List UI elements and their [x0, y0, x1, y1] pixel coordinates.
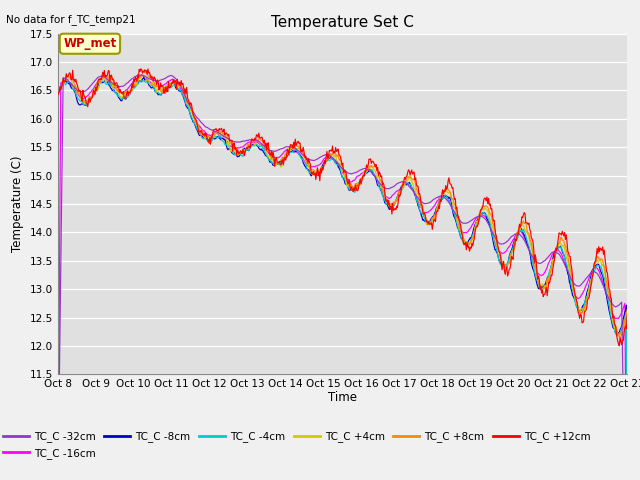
- TC_C +8cm: [64, 73, 72, 79]
- TC_C -8cm: [429, 213, 437, 219]
- Line: TC_C -32cm: TC_C -32cm: [58, 75, 627, 480]
- TC_C -4cm: [138, 78, 145, 84]
- TC_C -16cm: [138, 72, 146, 78]
- TC_C -4cm: [123, 95, 131, 101]
- TC_C -32cm: [123, 81, 131, 86]
- TC_C -16cm: [181, 95, 189, 101]
- TC_C +12cm: [616, 343, 623, 348]
- Text: No data for f_TC_temp21: No data for f_TC_temp21: [6, 14, 136, 25]
- TC_C -32cm: [211, 129, 219, 134]
- TC_C -16cm: [123, 87, 131, 93]
- TC_C -16cm: [429, 204, 437, 210]
- TC_C +8cm: [413, 186, 420, 192]
- Y-axis label: Temperature (C): Temperature (C): [11, 156, 24, 252]
- TC_C +4cm: [123, 90, 131, 96]
- TC_C +8cm: [140, 68, 148, 73]
- TC_C +12cm: [413, 182, 420, 188]
- TC_C -32cm: [64, 77, 72, 83]
- TC_C +12cm: [137, 66, 145, 72]
- TC_C +8cm: [429, 216, 437, 221]
- TC_C +12cm: [181, 86, 189, 92]
- TC_C +12cm: [64, 73, 72, 79]
- Legend: TC_C -32cm, TC_C -16cm, TC_C -8cm, TC_C -4cm, TC_C +4cm, TC_C +8cm, TC_C +12cm: TC_C -32cm, TC_C -16cm, TC_C -8cm, TC_C …: [0, 427, 595, 463]
- Text: WP_met: WP_met: [63, 37, 116, 50]
- TC_C +4cm: [623, 308, 631, 314]
- TC_C -8cm: [211, 136, 219, 142]
- X-axis label: Time: Time: [328, 391, 357, 404]
- TC_C -32cm: [137, 72, 145, 78]
- TC_C +8cm: [123, 92, 131, 98]
- TC_C -32cm: [429, 197, 437, 203]
- TC_C -8cm: [181, 99, 189, 105]
- Line: TC_C -16cm: TC_C -16cm: [58, 75, 627, 480]
- TC_C -8cm: [54, 402, 61, 408]
- TC_C +12cm: [211, 127, 219, 132]
- TC_C -16cm: [64, 79, 72, 85]
- TC_C +12cm: [54, 92, 61, 98]
- Line: TC_C +8cm: TC_C +8cm: [58, 71, 627, 480]
- TC_C -32cm: [181, 94, 189, 99]
- TC_C -4cm: [413, 197, 420, 203]
- TC_C -8cm: [413, 198, 420, 204]
- TC_C -16cm: [413, 195, 420, 201]
- TC_C -4cm: [211, 133, 219, 139]
- Line: TC_C +4cm: TC_C +4cm: [58, 75, 627, 480]
- Line: TC_C -8cm: TC_C -8cm: [58, 77, 627, 480]
- TC_C +4cm: [429, 216, 437, 221]
- TC_C +8cm: [181, 89, 189, 95]
- Line: TC_C -4cm: TC_C -4cm: [58, 81, 627, 480]
- TC_C +12cm: [623, 313, 631, 319]
- TC_C +4cm: [138, 72, 146, 78]
- TC_C -8cm: [64, 79, 72, 85]
- TC_C +12cm: [123, 91, 131, 96]
- TC_C -16cm: [211, 130, 219, 136]
- TC_C -4cm: [54, 403, 61, 408]
- TC_C +8cm: [623, 307, 631, 312]
- TC_C -8cm: [123, 95, 131, 101]
- TC_C +4cm: [211, 132, 219, 138]
- TC_C -4cm: [181, 98, 189, 104]
- TC_C -4cm: [64, 79, 72, 84]
- TC_C +4cm: [181, 94, 189, 100]
- TC_C +12cm: [429, 220, 437, 226]
- Title: Temperature Set C: Temperature Set C: [271, 15, 414, 30]
- TC_C -32cm: [413, 193, 420, 199]
- TC_C +4cm: [64, 77, 72, 83]
- TC_C +8cm: [211, 129, 219, 135]
- Line: TC_C +12cm: TC_C +12cm: [58, 69, 627, 346]
- TC_C -8cm: [140, 74, 148, 80]
- TC_C -4cm: [429, 215, 437, 221]
- TC_C +4cm: [413, 192, 420, 198]
